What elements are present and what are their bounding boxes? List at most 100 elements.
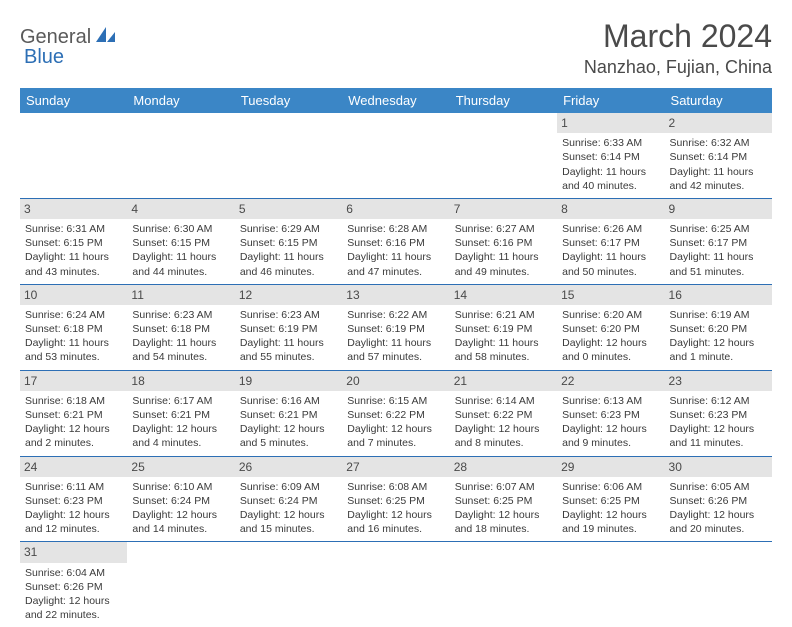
daylight2-text: and 16 minutes. bbox=[347, 522, 444, 536]
calendar-cell: 20Sunrise: 6:15 AMSunset: 6:22 PMDayligh… bbox=[342, 370, 449, 456]
logo-text-blue: Blue bbox=[24, 46, 64, 68]
day-number: 16 bbox=[665, 285, 772, 305]
sail-icon bbox=[95, 26, 117, 49]
calendar-cell: 17Sunrise: 6:18 AMSunset: 6:21 PMDayligh… bbox=[20, 370, 127, 456]
day-number: 21 bbox=[450, 371, 557, 391]
calendar-cell: 12Sunrise: 6:23 AMSunset: 6:19 PMDayligh… bbox=[235, 284, 342, 370]
logo-sub: Blue bbox=[24, 46, 64, 69]
daylight2-text: and 44 minutes. bbox=[132, 265, 229, 279]
daylight1-text: Daylight: 11 hours bbox=[25, 336, 122, 350]
sunrise-text: Sunrise: 6:18 AM bbox=[25, 394, 122, 408]
daylight2-text: and 20 minutes. bbox=[670, 522, 767, 536]
daylight1-text: Daylight: 12 hours bbox=[132, 508, 229, 522]
sunset-text: Sunset: 6:26 PM bbox=[670, 494, 767, 508]
day-number: 15 bbox=[557, 285, 664, 305]
sunset-text: Sunset: 6:15 PM bbox=[240, 236, 337, 250]
daylight1-text: Daylight: 12 hours bbox=[347, 422, 444, 436]
sunrise-text: Sunrise: 6:19 AM bbox=[670, 308, 767, 322]
daylight2-text: and 51 minutes. bbox=[670, 265, 767, 279]
sunrise-text: Sunrise: 6:23 AM bbox=[132, 308, 229, 322]
day-number: 29 bbox=[557, 457, 664, 477]
sunrise-text: Sunrise: 6:08 AM bbox=[347, 480, 444, 494]
sunrise-text: Sunrise: 6:16 AM bbox=[240, 394, 337, 408]
daylight1-text: Daylight: 12 hours bbox=[455, 422, 552, 436]
calendar-cell bbox=[235, 113, 342, 198]
daylight2-text: and 4 minutes. bbox=[132, 436, 229, 450]
calendar-cell: 8Sunrise: 6:26 AMSunset: 6:17 PMDaylight… bbox=[557, 198, 664, 284]
sunset-text: Sunset: 6:21 PM bbox=[25, 408, 122, 422]
daylight1-text: Daylight: 12 hours bbox=[240, 422, 337, 436]
sunset-text: Sunset: 6:25 PM bbox=[562, 494, 659, 508]
day-number: 18 bbox=[127, 371, 234, 391]
calendar-cell: 10Sunrise: 6:24 AMSunset: 6:18 PMDayligh… bbox=[20, 284, 127, 370]
sunset-text: Sunset: 6:23 PM bbox=[670, 408, 767, 422]
day-number: 25 bbox=[127, 457, 234, 477]
sunset-text: Sunset: 6:15 PM bbox=[25, 236, 122, 250]
calendar-cell bbox=[127, 542, 234, 627]
calendar-cell bbox=[342, 113, 449, 198]
daylight2-text: and 42 minutes. bbox=[670, 179, 767, 193]
sunset-text: Sunset: 6:26 PM bbox=[25, 580, 122, 594]
daylight1-text: Daylight: 12 hours bbox=[670, 422, 767, 436]
sunset-text: Sunset: 6:22 PM bbox=[455, 408, 552, 422]
sunset-text: Sunset: 6:19 PM bbox=[240, 322, 337, 336]
sunset-text: Sunset: 6:15 PM bbox=[132, 236, 229, 250]
weekday-header: Monday bbox=[127, 88, 234, 113]
weekday-header: Sunday bbox=[20, 88, 127, 113]
calendar-cell: 29Sunrise: 6:06 AMSunset: 6:25 PMDayligh… bbox=[557, 456, 664, 542]
day-number: 6 bbox=[342, 199, 449, 219]
day-number: 9 bbox=[665, 199, 772, 219]
calendar-cell bbox=[342, 542, 449, 627]
daylight1-text: Daylight: 11 hours bbox=[240, 250, 337, 264]
daylight1-text: Daylight: 12 hours bbox=[562, 508, 659, 522]
day-number: 20 bbox=[342, 371, 449, 391]
daylight2-text: and 58 minutes. bbox=[455, 350, 552, 364]
sunset-text: Sunset: 6:23 PM bbox=[25, 494, 122, 508]
sunrise-text: Sunrise: 6:07 AM bbox=[455, 480, 552, 494]
calendar-cell: 26Sunrise: 6:09 AMSunset: 6:24 PMDayligh… bbox=[235, 456, 342, 542]
calendar-cell: 15Sunrise: 6:20 AMSunset: 6:20 PMDayligh… bbox=[557, 284, 664, 370]
daylight2-text: and 12 minutes. bbox=[25, 522, 122, 536]
daylight1-text: Daylight: 11 hours bbox=[562, 165, 659, 179]
calendar-cell: 18Sunrise: 6:17 AMSunset: 6:21 PMDayligh… bbox=[127, 370, 234, 456]
day-number: 30 bbox=[665, 457, 772, 477]
daylight2-text: and 22 minutes. bbox=[25, 608, 122, 622]
daylight1-text: Daylight: 12 hours bbox=[25, 594, 122, 608]
sunset-text: Sunset: 6:17 PM bbox=[670, 236, 767, 250]
calendar-cell: 6Sunrise: 6:28 AMSunset: 6:16 PMDaylight… bbox=[342, 198, 449, 284]
daylight2-text: and 9 minutes. bbox=[562, 436, 659, 450]
weekday-header: Wednesday bbox=[342, 88, 449, 113]
calendar-cell bbox=[127, 113, 234, 198]
sunrise-text: Sunrise: 6:14 AM bbox=[455, 394, 552, 408]
daylight2-text: and 15 minutes. bbox=[240, 522, 337, 536]
daylight1-text: Daylight: 12 hours bbox=[347, 508, 444, 522]
weekday-header-row: Sunday Monday Tuesday Wednesday Thursday… bbox=[20, 88, 772, 113]
calendar-table: Sunday Monday Tuesday Wednesday Thursday… bbox=[20, 88, 772, 627]
sunrise-text: Sunrise: 6:33 AM bbox=[562, 136, 659, 150]
sunrise-text: Sunrise: 6:13 AM bbox=[562, 394, 659, 408]
calendar-row: 24Sunrise: 6:11 AMSunset: 6:23 PMDayligh… bbox=[20, 456, 772, 542]
sunrise-text: Sunrise: 6:09 AM bbox=[240, 480, 337, 494]
daylight1-text: Daylight: 11 hours bbox=[132, 336, 229, 350]
calendar-cell bbox=[557, 542, 664, 627]
calendar-cell: 14Sunrise: 6:21 AMSunset: 6:19 PMDayligh… bbox=[450, 284, 557, 370]
sunrise-text: Sunrise: 6:20 AM bbox=[562, 308, 659, 322]
header: General March 2024 Nanzhao, Fujian, Chin… bbox=[20, 18, 772, 78]
daylight2-text: and 19 minutes. bbox=[562, 522, 659, 536]
daylight2-text: and 46 minutes. bbox=[240, 265, 337, 279]
sunrise-text: Sunrise: 6:21 AM bbox=[455, 308, 552, 322]
sunset-text: Sunset: 6:25 PM bbox=[347, 494, 444, 508]
sunset-text: Sunset: 6:16 PM bbox=[347, 236, 444, 250]
calendar-cell: 25Sunrise: 6:10 AMSunset: 6:24 PMDayligh… bbox=[127, 456, 234, 542]
day-number: 17 bbox=[20, 371, 127, 391]
sunrise-text: Sunrise: 6:22 AM bbox=[347, 308, 444, 322]
daylight1-text: Daylight: 12 hours bbox=[670, 336, 767, 350]
calendar-cell: 24Sunrise: 6:11 AMSunset: 6:23 PMDayligh… bbox=[20, 456, 127, 542]
calendar-cell: 2Sunrise: 6:32 AMSunset: 6:14 PMDaylight… bbox=[665, 113, 772, 198]
sunrise-text: Sunrise: 6:11 AM bbox=[25, 480, 122, 494]
calendar-cell: 22Sunrise: 6:13 AMSunset: 6:23 PMDayligh… bbox=[557, 370, 664, 456]
day-number: 11 bbox=[127, 285, 234, 305]
day-number: 2 bbox=[665, 113, 772, 133]
sunset-text: Sunset: 6:18 PM bbox=[132, 322, 229, 336]
daylight1-text: Daylight: 12 hours bbox=[455, 508, 552, 522]
